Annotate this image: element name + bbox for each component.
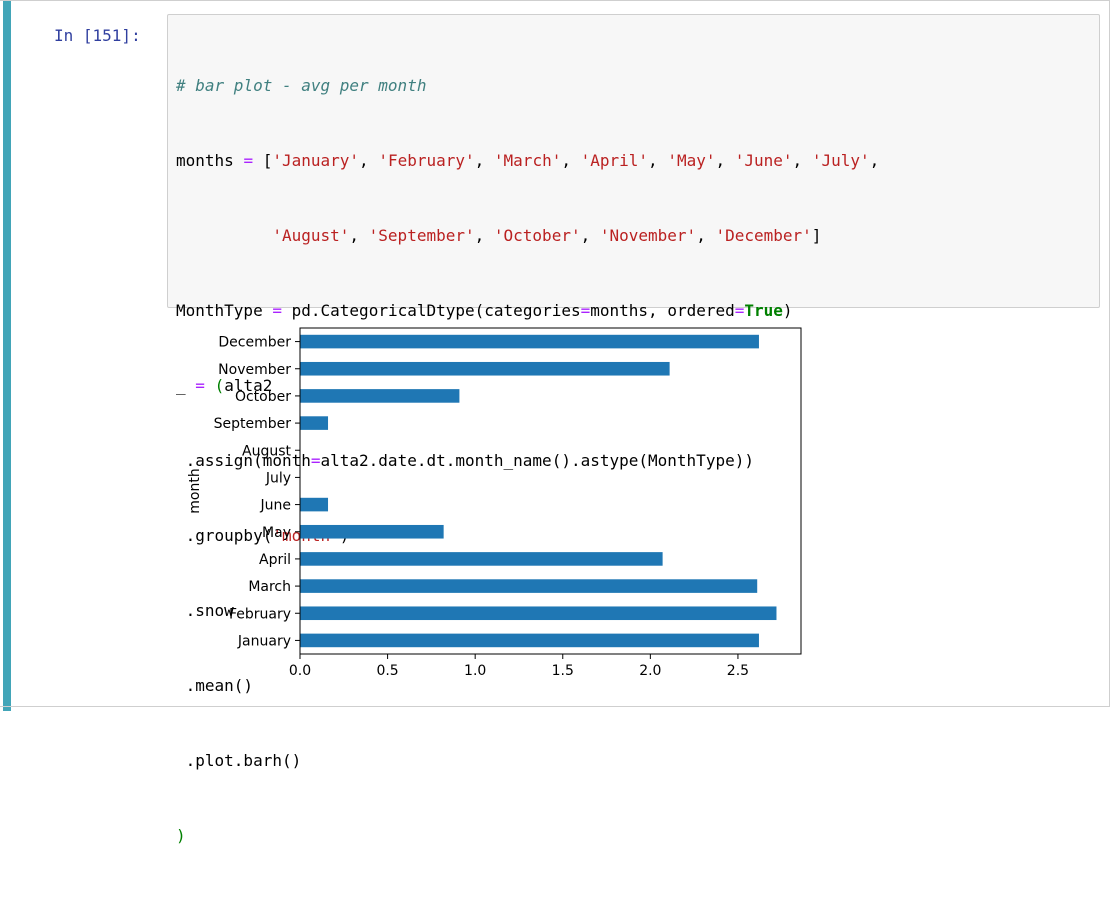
code-string: 'December' (715, 226, 812, 245)
y-tick-label: November (218, 362, 291, 378)
bar-december (300, 334, 759, 349)
code-line-5: _ = (alta2 (176, 376, 273, 395)
code-line-4: MonthType = pd.CategoricalDtype(categori… (176, 301, 793, 320)
code-line-6: .assign(month=alta2.date.dt.month_name()… (176, 451, 754, 470)
cell-output: January February March April May June July Augu… (167, 318, 847, 688)
code-string: 'July' (811, 151, 870, 170)
code-string: 'January' (272, 151, 360, 170)
code-text: pd.CategoricalDtype(categories (291, 301, 581, 320)
code-keyword: True (744, 301, 783, 320)
code-string: 'October' (493, 226, 581, 245)
code-line-9: .mean() (176, 673, 879, 698)
y-tick-label: October (235, 389, 291, 405)
x-tick-label: 0.5 (376, 663, 398, 679)
bar-september (300, 416, 329, 430)
bar-march (300, 579, 758, 593)
code-text: alta2 (224, 376, 273, 395)
bar-january (300, 633, 759, 648)
bar-chart: January February March April May June July Augu… (187, 327, 802, 679)
y-tick-label: September (214, 416, 292, 432)
code-string: 'March' (493, 151, 562, 170)
code-line-8: .snow (176, 598, 879, 623)
code-line-2: months = ['January', 'February', 'March'… (176, 151, 880, 170)
y-tick-label: April (259, 552, 291, 568)
code-string: 'May' (667, 151, 716, 170)
input-prompt: In [151]: (54, 26, 141, 45)
code-string: 'September' (368, 226, 475, 245)
code-string: 'November' (599, 226, 697, 245)
y-tick-label: February (229, 606, 291, 622)
code-line-10: .plot.barh() (176, 748, 879, 773)
code-comment: # bar plot - avg per month (176, 76, 427, 95)
code-string: 'April' (580, 151, 649, 170)
x-tick-label: 1.5 (552, 663, 574, 679)
code-text: .plot.barh() (176, 751, 302, 770)
y-tick-label: July (265, 470, 291, 486)
bar-november (300, 361, 670, 376)
x-tick-label: 2.0 (639, 663, 661, 679)
code-text: _ (176, 376, 186, 395)
code-text: months, ordered (590, 301, 735, 320)
x-tick-label: 2.5 (727, 663, 749, 679)
x-tick-label: 0.0 (289, 663, 311, 679)
bar-june (300, 497, 329, 512)
bar-february (300, 606, 777, 621)
code-text: .assign(month (176, 451, 311, 470)
notebook-cell[interactable] (0, 0, 1110, 707)
code-line-3: 'August', 'September', 'October', 'Novem… (272, 226, 822, 245)
cell-selection-bar (3, 0, 11, 711)
code-text: alta2.date.dt.month_name().astype(MonthT… (320, 451, 754, 470)
code-string: 'February' (378, 151, 475, 170)
y-tick-label: January (237, 633, 291, 649)
y-tick-label: June (260, 498, 292, 514)
code-text: ) (176, 826, 186, 845)
y-tick-label: August (242, 443, 292, 459)
code-var-months: months (176, 151, 234, 170)
code-string: 'August' (272, 226, 350, 245)
code-text: .groupby( (176, 526, 273, 545)
code-line-1: # bar plot - avg per month (176, 73, 879, 98)
axes-frame (299, 327, 802, 655)
code-text: MonthType (176, 301, 263, 320)
code-text: .snow (176, 601, 234, 620)
code-string: 'June' (734, 151, 793, 170)
y-tick-label: March (248, 579, 291, 595)
code-line-11: ) (176, 823, 879, 848)
y-tick-label: May (262, 525, 291, 541)
bar-october (300, 389, 460, 403)
code-input-area[interactable]: # bar plot - avg per month months = ['Ja… (167, 14, 1100, 845)
y-axis-label: month (187, 468, 203, 513)
x-tick-label: 1.0 (464, 663, 486, 679)
y-tick-label: December (218, 335, 291, 351)
bar-may (300, 524, 444, 539)
bar-april (300, 552, 663, 566)
code-text: .mean() (176, 676, 254, 695)
